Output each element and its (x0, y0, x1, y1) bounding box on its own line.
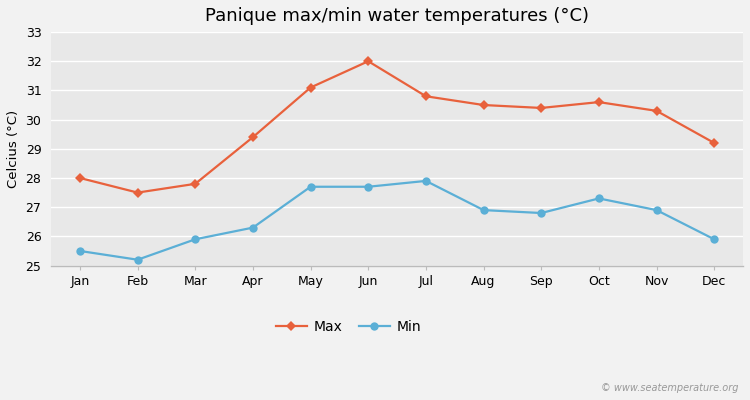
Max (710, 140, 718, 145)
Max (422, 94, 430, 99)
Max (133, 190, 142, 195)
Line: Min: Min (76, 177, 718, 264)
Text: © www.seatemperature.org: © www.seatemperature.org (602, 383, 739, 393)
Max (595, 100, 604, 104)
Min (306, 184, 315, 189)
Max (364, 59, 373, 64)
Min (537, 211, 546, 216)
Min (248, 225, 257, 230)
Min (364, 184, 373, 189)
Line: Max: Max (76, 58, 718, 196)
Min (595, 196, 604, 201)
Max (306, 85, 315, 90)
Max (479, 103, 488, 108)
Max (190, 182, 200, 186)
Min (652, 208, 661, 212)
Min (76, 248, 85, 253)
Legend: Max, Min: Max, Min (271, 314, 427, 340)
Title: Panique max/min water temperatures (°C): Panique max/min water temperatures (°C) (205, 7, 589, 25)
Min (479, 208, 488, 212)
Min (133, 257, 142, 262)
Max (248, 135, 257, 140)
Min (710, 237, 718, 242)
Max (537, 106, 546, 110)
Y-axis label: Celcius (°C): Celcius (°C) (7, 110, 20, 188)
Max (652, 108, 661, 113)
Max (76, 176, 85, 180)
Min (190, 237, 200, 242)
Min (422, 178, 430, 183)
